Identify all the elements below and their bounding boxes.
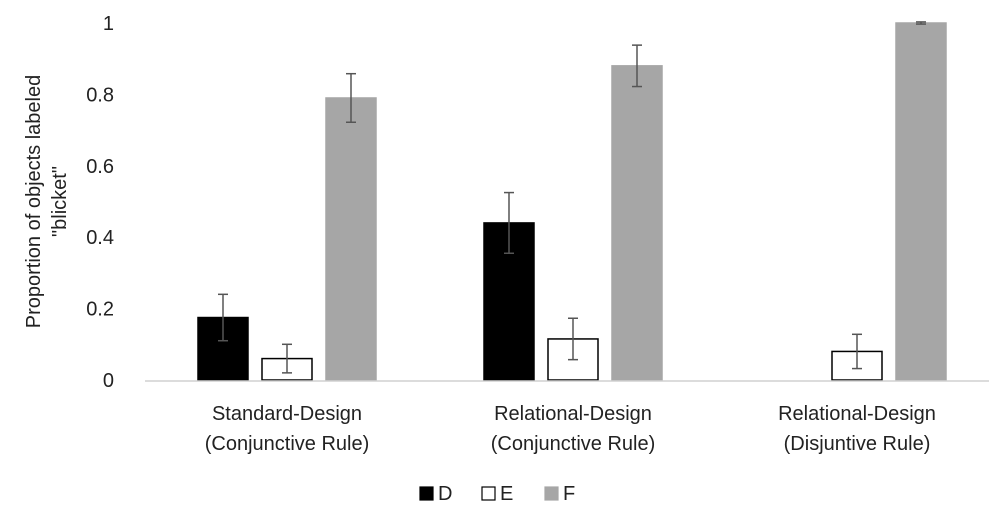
legend: D E F xyxy=(419,483,575,505)
legend-item-f: F xyxy=(544,483,575,505)
x-category-label-line: (Conjunctive Rule) xyxy=(491,433,656,455)
error-bar xyxy=(852,333,862,370)
x-category-label: Relational-Design (Conjunctive Rule) xyxy=(491,403,656,455)
bars xyxy=(197,22,947,381)
legend-swatch xyxy=(419,486,434,501)
y-tick-label: 0.8 xyxy=(86,84,114,106)
legend-swatch xyxy=(481,486,496,501)
y-tick-label: 1 xyxy=(103,13,114,35)
x-category-label-line: Relational-Design xyxy=(778,403,936,425)
x-category-label-line: Standard-Design xyxy=(212,403,362,425)
y-tick-label: 0 xyxy=(103,370,114,392)
bar-f xyxy=(611,65,663,381)
y-tick-label: 0.4 xyxy=(86,227,114,249)
error-bar xyxy=(282,343,292,374)
bar-f xyxy=(325,97,377,381)
error-bar xyxy=(346,72,356,123)
error-bars xyxy=(218,21,926,374)
legend-swatch xyxy=(544,486,559,501)
y-axis-label: Proportion of objects labeled "blicket" xyxy=(23,75,71,329)
bar-f xyxy=(895,22,947,381)
x-axis-category-labels: Standard-Design (Conjunctive Rule)Relatio… xyxy=(205,403,936,455)
error-bar xyxy=(504,191,514,255)
error-bar xyxy=(568,317,578,361)
y-tick-label: 0.2 xyxy=(86,299,114,321)
y-tick-label: 0.6 xyxy=(86,156,114,178)
y-axis-label-line: "blicket" xyxy=(49,166,71,237)
legend-item-d: D xyxy=(419,483,452,505)
legend-item-e: E xyxy=(481,483,513,505)
error-bar xyxy=(218,293,228,342)
x-category-label-line: Relational-Design xyxy=(494,403,652,425)
x-category-label-line: (Conjunctive Rule) xyxy=(205,433,370,455)
x-category-label: Relational-Design (Disjuntive Rule) xyxy=(778,403,936,455)
legend-label: F xyxy=(563,483,575,505)
y-axis-tick-labels: 0 0.2 0.4 0.6 0.8 1 xyxy=(86,13,114,392)
y-axis-label-line: Proportion of objects labeled xyxy=(23,75,45,329)
x-category-label-line: (Disjuntive Rule) xyxy=(784,433,931,455)
error-bar xyxy=(632,44,642,88)
error-bar xyxy=(916,21,926,25)
legend-label: D xyxy=(438,483,452,505)
x-category-label: Standard-Design (Conjunctive Rule) xyxy=(205,403,370,455)
legend-label: E xyxy=(500,483,513,505)
